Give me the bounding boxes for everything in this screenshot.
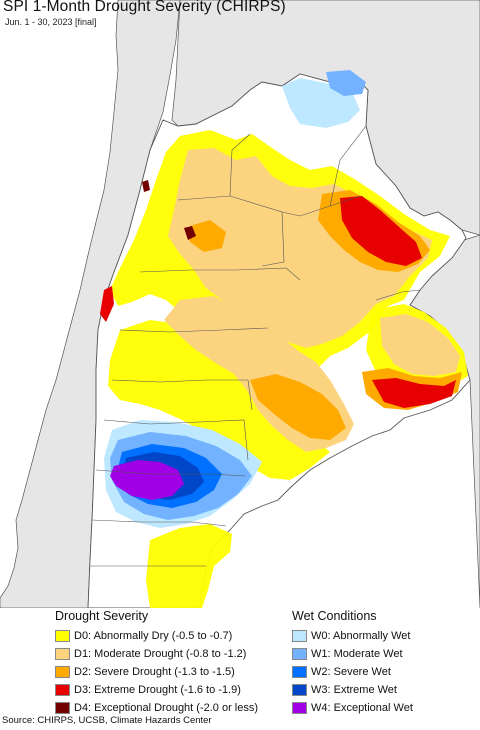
map-subtitle: Jun. 1 - 30, 2023 [final] — [5, 17, 97, 27]
legend-item-d2: D2: Severe Drought (-1.3 to -1.5) — [55, 663, 258, 681]
legend-item-w4: W4: Exceptional Wet — [292, 699, 413, 717]
drought-legend-heading: Drought Severity — [55, 609, 149, 623]
legend-label-d2: D2: Severe Drought (-1.3 to -1.5) — [74, 666, 235, 678]
legend-swatch-w4 — [292, 702, 307, 714]
legend-swatch-w2 — [292, 666, 307, 678]
d3-uruguay-south-area — [372, 378, 456, 408]
wet-conditions-legend: Wet Conditions W0: Abnormally Wet W1: Mo… — [292, 609, 413, 717]
legend-label-d0: D0: Abnormally Dry (-0.5 to -0.7) — [74, 630, 233, 642]
legend-item-d1: D1: Moderate Drought (-0.8 to -1.2) — [55, 645, 258, 663]
d2-central-east-area — [250, 374, 346, 440]
legend-swatch-d0 — [55, 630, 70, 642]
legend-label-w2: W2: Severe Wet — [311, 666, 391, 678]
drought-severity-legend: Drought Severity D0: Abnormally Dry (-0.… — [55, 609, 258, 717]
legend-item-w1: W1: Moderate Wet — [292, 645, 413, 663]
legend-swatch-w0 — [292, 630, 307, 642]
d4-north-patch — [142, 180, 150, 192]
legend-label-d4: D4: Exceptional Drought (-2.0 or less) — [74, 702, 259, 714]
legend-item-w0: W0: Abnormally Wet — [292, 627, 413, 645]
d3-extreme-drought-area — [340, 196, 422, 266]
legend-item-d4: D4: Exceptional Drought (-2.0 or less) — [55, 699, 258, 717]
legend-label-w1: W1: Moderate Wet — [311, 648, 403, 660]
internal-borders — [90, 125, 421, 567]
legend-item-d0: D0: Abnormally Dry (-0.5 to -0.7) — [55, 627, 258, 645]
d4-exceptional-drought-patch — [184, 226, 196, 240]
legend-label-w0: W0: Abnormally Wet — [311, 630, 411, 642]
legend-item-w2: W2: Severe Wet — [292, 663, 413, 681]
legend-swatch-w3 — [292, 684, 307, 696]
legend-item-d3: D3: Extreme Drought (-1.6 to -1.9) — [55, 681, 258, 699]
legend-swatch-d4 — [55, 702, 70, 714]
d1-moderate-drought-area — [168, 148, 432, 348]
legend-label-w4: W4: Exceptional Wet — [311, 702, 413, 714]
d3-coast-patch — [100, 286, 114, 322]
w4-exceptional-wet-area — [110, 460, 184, 500]
d1-uruguay-area — [380, 314, 460, 376]
drought-map — [0, 0, 480, 608]
w1-north-patch — [326, 70, 366, 96]
wet-legend-heading: Wet Conditions — [292, 609, 377, 623]
legend-swatch-d2 — [55, 666, 70, 678]
legend-item-w3: W3: Extreme Wet — [292, 681, 413, 699]
legend-swatch-d1 — [55, 648, 70, 660]
map-title: SPI 1-Month Drought Severity (CHIRPS) — [3, 0, 286, 15]
legend-swatch-d3 — [55, 684, 70, 696]
source-credit: Source: CHIRPS, UCSB, Climate Hazards Ce… — [2, 715, 212, 726]
d2-northwest-patch — [190, 220, 226, 252]
d0-south-strip-area — [108, 320, 330, 480]
legend-label-d1: D1: Moderate Drought (-0.8 to -1.2) — [74, 648, 247, 660]
legend-swatch-w1 — [292, 648, 307, 660]
legend-label-d3: D3: Extreme Drought (-1.6 to -1.9) — [74, 684, 241, 696]
legend-label-w3: W3: Extreme Wet — [311, 684, 397, 696]
